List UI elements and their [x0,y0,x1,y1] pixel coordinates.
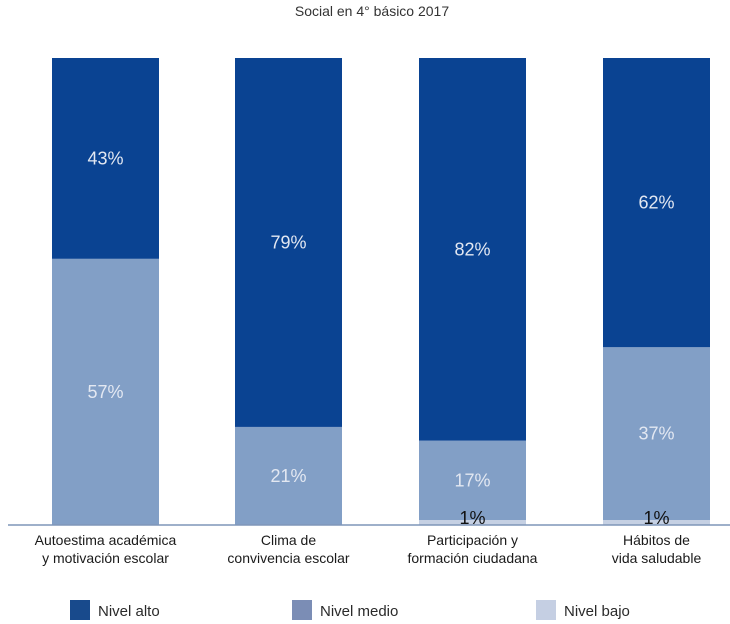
bar-segment-nivel-medio [235,426,342,525]
bar-segment-nivel-alto [235,58,342,427]
bar-segment-nivel-bajo [603,520,710,525]
data-label-nivel-alto: 79% [270,232,306,252]
data-label-nivel-bajo: 1% [459,508,485,528]
legend-label-nivel-bajo: Nivel bajo [564,603,630,620]
category-label: y motivación escolar [42,550,169,566]
category-label: convivencia escolar [227,550,350,566]
bars [52,58,710,525]
chart-title: Social en 4° básico 2017 [295,3,449,19]
legend: Nivel alto Nivel medio Nivel bajo [70,600,630,620]
data-label-nivel-medio: 37% [638,424,674,444]
category-labels: Autoestima académica y motivación escolar… [35,532,702,566]
legend-swatch-nivel-bajo [536,600,556,620]
data-labels: 57% 43% 21% 79% 1% 17% 82% 1% 37% 62% [87,148,674,528]
bar-segment-nivel-medio [419,440,526,520]
bar-segment-nivel-bajo [419,520,526,525]
category-label: Autoestima académica [35,532,177,548]
bar-segment-nivel-alto [52,58,159,259]
category-label: Clima de [261,532,316,548]
category-label: formación ciudadana [408,550,538,566]
data-label-nivel-medio: 57% [87,382,123,402]
legend-swatch-nivel-alto [70,600,90,620]
bar-segment-nivel-alto [603,58,710,348]
bar-segment-nivel-medio [603,347,710,520]
legend-label-nivel-medio: Nivel medio [320,603,398,620]
bar-segment-nivel-alto [419,58,526,441]
category-label: Hábitos de [623,532,690,548]
bar-segment-nivel-medio [52,258,159,525]
data-label-nivel-alto: 43% [87,148,123,168]
category-label: Participación y [427,532,518,548]
data-label-nivel-alto: 62% [638,193,674,213]
data-label-nivel-bajo: 1% [643,508,669,528]
data-label-nivel-medio: 17% [454,470,490,490]
category-label: vida saludable [612,550,702,566]
data-label-nivel-medio: 21% [270,466,306,486]
data-label-nivel-alto: 82% [454,239,490,259]
legend-label-nivel-alto: Nivel alto [98,603,160,620]
legend-swatch-nivel-medio [292,600,312,620]
